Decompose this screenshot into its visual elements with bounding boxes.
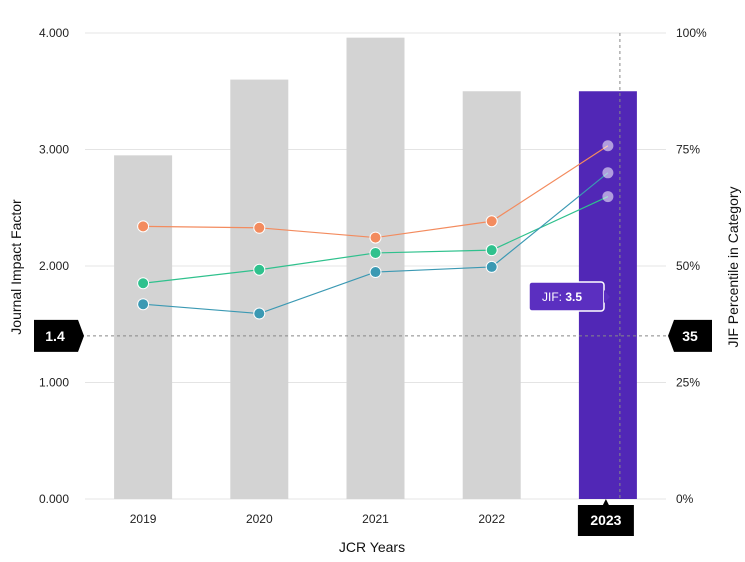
- series-point: [602, 167, 614, 179]
- y2-tick-label: 0%: [676, 492, 694, 506]
- y-tick-label: 2.000: [39, 259, 69, 273]
- bar: [114, 155, 173, 499]
- crosshair-x-label: 2023: [590, 512, 621, 528]
- y2-axis-title: JIF Percentile in Category: [725, 186, 741, 347]
- crosshair: 1.4 35 2023: [34, 33, 712, 536]
- x-tick-label: 2019: [130, 512, 157, 526]
- tooltip-label: JIF:: [542, 290, 565, 304]
- x-tick-label: 2022: [478, 512, 505, 526]
- x-axis-title: JCR Years: [339, 539, 405, 555]
- series-point: [137, 277, 150, 290]
- y-tick-label: 1.000: [39, 376, 69, 390]
- tooltip-text: JIF: 3.5: [542, 290, 582, 304]
- y2-tick-label: 25%: [676, 376, 700, 390]
- y-tick-label: 0.000: [39, 492, 69, 506]
- axis-labels: Journal Impact Factor JIF Percentile in …: [8, 26, 741, 555]
- tooltip: JIF: 3.5: [528, 281, 610, 312]
- series-point: [485, 244, 498, 257]
- bar: [462, 91, 521, 499]
- series-point: [485, 260, 498, 273]
- y-axis-title: Journal Impact Factor: [8, 199, 24, 335]
- series-points: [137, 140, 614, 320]
- x-tick-label: 2020: [246, 512, 273, 526]
- series-point: [137, 220, 150, 233]
- series-point: [485, 215, 498, 228]
- y2-tick-label: 50%: [676, 259, 700, 273]
- series-point: [253, 263, 266, 276]
- series-point: [253, 307, 266, 320]
- series-point: [369, 246, 382, 259]
- y-tick-label: 4.000: [39, 26, 69, 40]
- tooltip-pointer: [604, 290, 610, 303]
- y2-tick-label: 100%: [676, 26, 707, 40]
- x-tick-label: 2021: [362, 512, 389, 526]
- series-point: [253, 221, 266, 234]
- crosshair-y-label: 1.4: [45, 328, 65, 344]
- crosshair-y2-label-box: [668, 319, 712, 352]
- crosshair-x-label-box: [577, 499, 634, 536]
- series-point: [137, 298, 150, 311]
- y2-tick-label: 75%: [676, 143, 700, 157]
- crosshair-y2-label: 35: [682, 328, 698, 344]
- series-point: [369, 231, 382, 244]
- series-point: [369, 266, 382, 279]
- crosshair-y-label-box: [34, 319, 84, 352]
- tooltip-value: 3.5: [565, 290, 582, 304]
- series-point: [602, 140, 614, 152]
- y-tick-label: 3.000: [39, 143, 69, 157]
- series-point: [602, 191, 614, 203]
- bar: [230, 79, 289, 499]
